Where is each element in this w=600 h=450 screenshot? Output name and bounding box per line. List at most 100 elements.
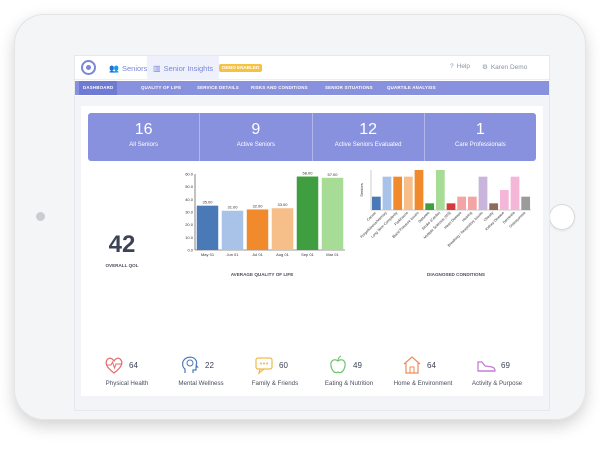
condition-bar: [446, 203, 456, 210]
domain-label: Home & Environment: [393, 380, 453, 387]
qol-category-label: May 01: [201, 252, 215, 257]
condition-category-label: Obesity: [483, 211, 495, 223]
domain-score: 69: [501, 361, 510, 370]
subnav-dashboard[interactable]: DASHBOARD: [79, 81, 118, 95]
domain-score: 64: [427, 361, 436, 370]
qol-domains: 64 Physical Health 22 Mental Wellness: [89, 354, 535, 394]
qol-value-label: 57.00: [327, 172, 338, 177]
stat-active-evaluated[interactable]: 12 Active Seniors Evaluated: [311, 113, 424, 161]
y-tick-label: 50.0: [185, 184, 194, 189]
domain-label: Family & Friends: [251, 380, 299, 387]
qol-category-label: Jul 01: [252, 252, 263, 257]
overall-qol: 42 OVERALL QOL: [97, 231, 147, 268]
condition-bar: [425, 203, 435, 210]
qol-value-label: 58.00: [302, 171, 313, 176]
qol-bar: [321, 177, 344, 250]
dashboard-panel: 16 All Seniors 9 Active Seniors 12 Activ…: [81, 106, 543, 396]
domain-score: 22: [205, 361, 214, 370]
qol-value-label: 32.00: [252, 203, 263, 208]
subnav-risks-conditions[interactable]: RISKS AND CONDITIONS: [251, 85, 308, 90]
y-tick-label: 0.0: [187, 248, 193, 253]
tab-seniors-label: Seniors: [121, 63, 148, 73]
stats-banner: 16 All Seniors 9 Active Seniors 12 Activ…: [88, 113, 536, 161]
condition-bar: [371, 196, 381, 210]
stat-active-seniors[interactable]: 9 Active Seniors: [199, 113, 311, 161]
y-tick-label: 40.0: [185, 197, 194, 202]
gear-icon: ⚙: [482, 64, 488, 71]
stat-value: 12: [359, 121, 378, 138]
condition-bar: [478, 176, 488, 210]
chart-icon: ▥: [153, 63, 161, 73]
y-tick-label: 60.0: [185, 172, 194, 177]
subnav-quality-of-life[interactable]: QUALITY OF LIFE: [141, 85, 182, 90]
y-axis-label: Seniors: [359, 183, 364, 197]
qol-category-label: Jun 01: [226, 252, 239, 257]
qol-bar: [196, 205, 219, 250]
domain-label: Physical Health: [105, 380, 149, 387]
qol-category-label: Mar 01: [326, 252, 339, 257]
stat-label: Active Seniors: [236, 142, 276, 148]
camera-dot: [36, 212, 45, 221]
head-brain-icon: [182, 356, 199, 373]
diagnosed-conditions-title: DIAGNOSED CONDITIONS: [427, 272, 485, 277]
apple-icon: [330, 355, 346, 374]
app-logo[interactable]: [81, 60, 96, 75]
condition-bar: [457, 196, 467, 210]
sub-navigation: DASHBOARD QUALITY OF LIFE SERVICE DETAIL…: [75, 81, 549, 95]
heart-pulse-icon: [105, 357, 123, 374]
condition-bar: [510, 176, 520, 210]
condition-bar: [499, 190, 509, 210]
overall-qol-value: 42: [108, 231, 136, 258]
stat-label: Active Seniors Evaluated: [334, 142, 402, 148]
stat-label: Care Professionals: [455, 142, 506, 148]
sneaker-icon: [477, 361, 496, 372]
top-bar: 👥 Seniors ▥ Senior Insights DEMO ENABLED…: [75, 56, 549, 80]
condition-category-label: Cancer: [366, 210, 378, 222]
help-link[interactable]: ? Help: [450, 63, 470, 70]
qol-category-label: Aug 01: [276, 252, 289, 257]
stat-value: 16: [134, 121, 153, 138]
user-name: Karen Demo: [490, 63, 528, 71]
qol-value-label: 31.00: [227, 205, 238, 210]
tablet-frame: 👥 Seniors ▥ Senior Insights DEMO ENABLED…: [14, 14, 586, 420]
subnav-senior-situations[interactable]: SENIOR SITUATIONS: [325, 85, 373, 90]
domain-label: Activity & Purpose: [471, 380, 523, 387]
house-icon: [403, 356, 421, 374]
stat-all-seniors[interactable]: 16 All Seniors: [88, 113, 199, 161]
chat-bubble-icon: [255, 357, 273, 375]
tab-seniors[interactable]: 👥 Seniors: [103, 56, 153, 80]
condition-bar: [414, 170, 424, 210]
y-tick-label: 10.0: [185, 235, 194, 240]
stat-value: 9: [251, 121, 261, 138]
subnav-service-details[interactable]: SERVICE DETAILS: [197, 85, 239, 90]
qol-bar: [271, 208, 294, 250]
domain-score: 49: [353, 361, 362, 370]
qol-bar: [221, 210, 244, 250]
qol-value-label: 35.00: [202, 200, 213, 205]
condition-bar: [489, 203, 499, 210]
y-tick-label: 30.0: [185, 210, 194, 215]
qol-bar: [246, 209, 269, 250]
y-tick-label: 20.0: [185, 222, 194, 227]
domain-score: 64: [129, 361, 138, 370]
domain-score: 60: [279, 361, 288, 370]
domain-label: Mental Wellness: [178, 380, 224, 387]
app-screen: 👥 Seniors ▥ Senior Insights DEMO ENABLED…: [74, 55, 550, 411]
qol-value-label: 33.00: [277, 202, 288, 207]
qol-category-label: Sep 01: [301, 252, 314, 257]
qol-bar: [296, 176, 319, 250]
stat-care-professionals[interactable]: 1 Care Professionals: [423, 113, 536, 161]
condition-bar: [467, 196, 477, 210]
home-button[interactable]: [549, 204, 575, 230]
domain-label: Eating & Nutrition: [324, 380, 374, 387]
tab-senior-insights[interactable]: ▥ Senior Insights: [147, 56, 220, 80]
tab-senior-insights-label: Senior Insights: [163, 63, 214, 73]
stat-label: All Seniors: [129, 142, 158, 148]
subnav-quartile-analysis[interactable]: QUARTILE ANALYSIS: [387, 85, 436, 90]
people-icon: 👥: [109, 63, 119, 73]
condition-bar: [382, 176, 392, 210]
condition-bar: [435, 170, 445, 210]
average-qol-chart: 60.0 50.0 40.0 30.0 20.0 10.0 0.0 35.00 May 01 31…: [185, 171, 345, 257]
user-menu[interactable]: ⚙ Karen Demo: [482, 63, 528, 72]
